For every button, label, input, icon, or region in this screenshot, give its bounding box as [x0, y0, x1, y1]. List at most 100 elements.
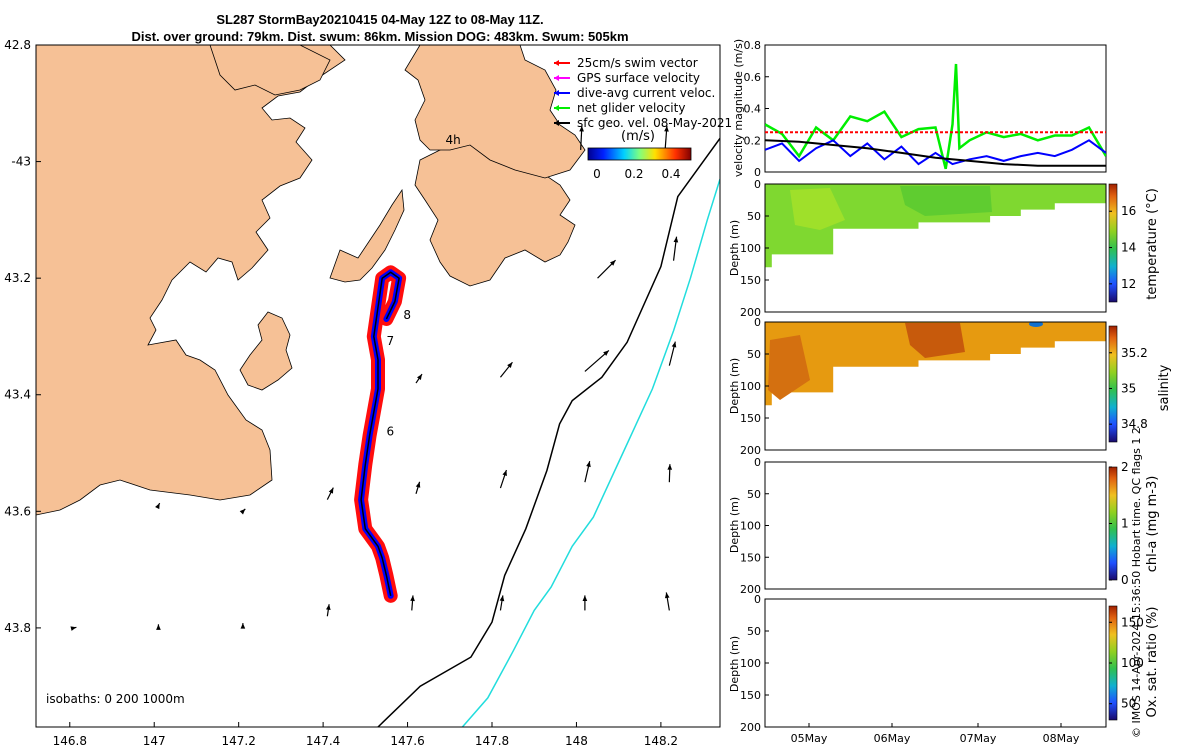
current-vector-arrowhead	[582, 595, 588, 601]
current-vector-arrowhead	[499, 595, 505, 602]
current-vector-arrowhead	[155, 503, 160, 510]
temperature-shallow-patch	[790, 188, 845, 230]
legend-arrowhead	[554, 90, 559, 96]
map-x-tick-label: 147.6	[390, 734, 424, 748]
land-west-mainland	[36, 45, 346, 516]
current-vector-arrowhead	[410, 595, 415, 602]
colorbar-tick-label: 35.2	[1121, 346, 1148, 360]
current-vector-arrowhead	[416, 374, 422, 380]
temperature-section	[765, 184, 1106, 268]
map-y-tick-label: 43.4	[4, 388, 31, 402]
velocity-panel: 0 0.2 0.4 0.6 0.8 velocity magnitude (m/s)	[732, 39, 1107, 179]
colorbar-tick-label: 14	[1121, 241, 1136, 255]
depth-y-tick-label: 150	[740, 689, 761, 702]
oxygen-colorbar-ticks: 50 100 150	[1109, 615, 1144, 711]
map-x-tick-label: 146.8	[53, 734, 87, 748]
chart-title-line2: Dist. over ground: 79km. Dist. swum: 86k…	[131, 29, 629, 44]
day-marker-label: 8	[403, 308, 411, 322]
temperature-y-label: Depth (m)	[728, 220, 741, 276]
depth-y-tick-label: 100	[740, 242, 761, 255]
velocity-y-label: velocity magnitude (m/s)	[732, 39, 745, 177]
depth-y-tick-label: 200	[740, 721, 761, 734]
colorbar-tick-label: 16	[1121, 204, 1136, 218]
current-vector-arrowhead	[579, 125, 584, 132]
land-upper-north	[209, 45, 331, 96]
speed-colorbar-gradient	[587, 147, 692, 161]
oxygen-x-ticks: 05May 06May 07May 08May	[791, 723, 1080, 745]
land-bruny-island	[239, 311, 293, 391]
current-vector-arrowhead	[586, 461, 591, 468]
current-vector-arrowhead	[326, 604, 331, 611]
isobath-200m-line	[377, 137, 720, 727]
colorbar-tick-label: 12	[1121, 277, 1136, 291]
isobath-lines	[377, 137, 720, 727]
track-glider-path	[360, 271, 400, 596]
map-y-tick-label: 43.8	[4, 621, 31, 635]
glider-track	[354, 265, 407, 603]
colorbar-tick-label: 100	[1121, 656, 1144, 670]
current-vector-arrowhead	[667, 464, 673, 470]
colorbar-tick-label: 2	[1121, 460, 1129, 474]
current-vector-arrowhead	[671, 341, 677, 348]
depth-y-tick-label: 100	[740, 657, 761, 670]
isobath-1000m-line	[461, 178, 720, 727]
speed-colorbar-title: (m/s)	[621, 129, 655, 144]
current-vector-arrowhead	[415, 481, 421, 488]
colorbar-tick-label: 0	[1121, 573, 1129, 587]
depth-y-tick-label: 100	[740, 520, 761, 533]
temperature-panel: 0 50 100 150 200 Depth (m) 12 14 16 temperatur…	[728, 178, 1160, 319]
map-y-ticks: 42.8 -43 43.2 43.4 43.6 43.8	[4, 38, 41, 635]
time-x-tick-label: 06May	[874, 732, 911, 745]
map-x-tick-label: 147.8	[475, 734, 509, 748]
depth-y-tick-label: 50	[747, 348, 761, 361]
salinity-dark-patch	[905, 323, 965, 358]
temperature-colorbar-ticks: 12 14 16	[1109, 204, 1136, 291]
depth-y-tick-label: 0	[754, 178, 761, 191]
velocity-series-line	[765, 63, 1106, 170]
depth-y-tick-label: 150	[740, 412, 761, 425]
temperature-y-ticks: 0 50 100 150 200	[740, 178, 769, 319]
depth-y-tick-label: 150	[740, 274, 761, 287]
legend-label: net glider velocity	[577, 101, 685, 115]
depth-y-tick-label: 100	[740, 380, 761, 393]
temperature-profile-fill	[765, 184, 1106, 268]
oxygen-colorbar-title: Ox. sat. ratio (%)	[1145, 607, 1160, 718]
depth-y-tick-label: 0	[754, 456, 761, 469]
colorbar-tick-label: 1	[1121, 517, 1129, 531]
salinity-y-ticks: 0 50 100 150 200	[740, 316, 769, 457]
current-vector-arrowhead	[502, 470, 507, 476]
map-y-tick-label: 43.6	[4, 504, 31, 518]
chlorophyll-colorbar-ticks: 0 1 2	[1109, 460, 1129, 587]
speed-colorbar: (m/s) 0 0.2 0.4	[587, 129, 692, 181]
colorbar-tick-label: 50	[1121, 697, 1136, 711]
oxygen-frame	[764, 598, 1107, 728]
speed-colorbar-tick: 0.2	[624, 167, 643, 181]
day-marker-label: 4h	[446, 133, 461, 147]
legend-label: sfc geo. vel. 08-May-2021	[577, 116, 732, 130]
chlorophyll-panel: 0 50 100 150 200 Depth (m) 0 1 2 chl-a (mg m-3…	[728, 456, 1160, 596]
current-vector-arrowhead	[239, 508, 246, 515]
day-marker-label: 6	[386, 425, 394, 439]
salinity-colorbar-ticks: 34.8 35 35.2	[1109, 346, 1148, 431]
depth-y-tick-label: 200	[740, 306, 761, 319]
map-x-ticks: 146.8 147 147.2 147.4 147.6 147.8 148 148.2	[53, 722, 678, 748]
depth-y-tick-label: 0	[754, 316, 761, 329]
oxygen-panel: 0 50 100 150 200 05May 06May 07May 08May Depth …	[728, 593, 1160, 745]
depth-y-tick-label: 50	[747, 625, 761, 638]
current-vector-arrowhead	[664, 125, 669, 132]
salinity-dark-patch-2	[768, 335, 810, 400]
oxygen-y-ticks: 0 50 100 150 200	[740, 593, 769, 734]
colorbar-tick-label: 34.8	[1121, 417, 1148, 431]
speed-colorbar-tick: 0	[593, 167, 601, 181]
legend-arrowhead	[554, 60, 559, 66]
depth-y-tick-label: 200	[740, 444, 761, 457]
day-marker-label: 7	[386, 334, 394, 348]
map-x-tick-label: 148	[565, 734, 588, 748]
velocity-series	[765, 63, 1106, 170]
chlorophyll-y-ticks: 0 50 100 150 200	[740, 456, 769, 596]
day-markers: 87 6 4h	[386, 133, 460, 438]
land-masses	[36, 45, 586, 516]
temperature-colorbar-title: temperature (°C)	[1145, 188, 1160, 300]
